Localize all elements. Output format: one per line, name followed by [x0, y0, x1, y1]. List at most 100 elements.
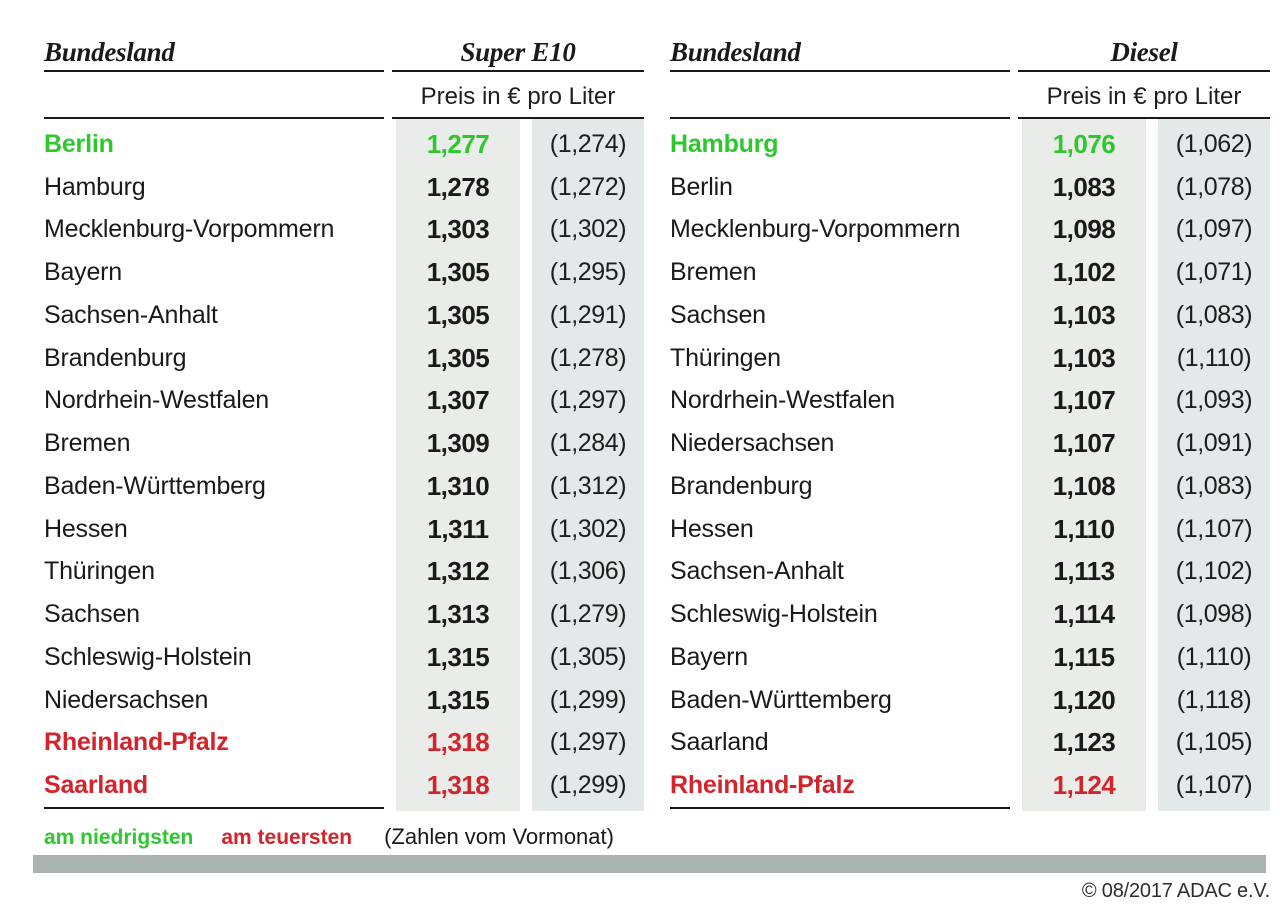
state-name: Nordrhein-Westfalen — [44, 386, 270, 415]
table-row: Niedersachsen 1,315 (1,299) — [44, 679, 644, 722]
current-price: 1,312 — [426, 556, 490, 587]
previous-month-price: (1,083) — [1175, 300, 1253, 329]
table-rows: Berlin 1,277 (1,274) Hamburg 1,278 (1,27… — [44, 119, 644, 811]
state-name: Berlin — [670, 172, 733, 201]
previous-month-price: (1,278) — [549, 343, 627, 372]
previous-month-price: (1,297) — [549, 728, 627, 757]
previous-month-price: (1,291) — [549, 300, 627, 329]
current-price: 1,318 — [426, 770, 490, 801]
table-row: Niedersachsen 1,107 (1,091) — [670, 422, 1270, 465]
current-price: 1,303 — [426, 214, 490, 245]
previous-month-price: (1,083) — [1175, 471, 1253, 500]
state-name: Baden-Württemberg — [670, 685, 892, 714]
table-row: Mecklenburg-Vorpommern 1,303 (1,302) — [44, 209, 644, 252]
state-name: Berlin — [44, 129, 114, 158]
table-bottom-rule — [44, 807, 384, 809]
table-row: Rheinland-Pfalz 1,124 (1,107) — [670, 764, 1270, 807]
price-unit-label: Preis in € pro Liter — [1046, 83, 1242, 110]
divider-bar — [33, 855, 1266, 873]
state-name: Hessen — [670, 514, 754, 543]
table-row: Saarland 1,318 (1,299) — [44, 764, 644, 807]
current-price: 1,313 — [426, 599, 490, 630]
current-price: 1,114 — [1053, 599, 1115, 630]
table-row: Mecklenburg-Vorpommern 1,098 (1,097) — [670, 209, 1270, 252]
current-price: 1,120 — [1052, 684, 1116, 715]
table-row: Baden-Württemberg 1,120 (1,118) — [670, 679, 1270, 722]
table-rows: Hamburg 1,076 (1,062) Berlin 1,083 (1,07… — [670, 119, 1270, 811]
current-price: 1,305 — [426, 299, 490, 330]
state-name: Rheinland-Pfalz — [44, 728, 229, 757]
state-name: Nordrhein-Westfalen — [670, 386, 896, 415]
price-column-shading — [1022, 119, 1146, 811]
price-unit-label: Preis in € pro Liter — [420, 83, 616, 110]
previous-month-price: (1,295) — [549, 258, 627, 287]
previous-month-price: (1,110) — [1176, 343, 1252, 372]
table-diesel: Bundesland Diesel Preis in € pro Liter H… — [670, 36, 1270, 811]
state-name: Sachsen-Anhalt — [44, 300, 218, 329]
previous-month-price: (1,107) — [1175, 771, 1253, 800]
previous-month-price: (1,305) — [549, 642, 627, 671]
copyright-credit: © 08/2017 ADAC e.V. — [1081, 880, 1270, 902]
state-name: Niedersachsen — [44, 685, 209, 714]
legend-note: (Zahlen vom Vormonat) — [384, 824, 614, 849]
table-row: Hessen 1,110 (1,107) — [670, 508, 1270, 551]
legend-lowest-label: am niedrigsten — [44, 826, 194, 849]
current-price: 1,098 — [1052, 214, 1116, 245]
previous-month-price: (1,062) — [1175, 129, 1253, 158]
table-super-e10: Bundesland Super E10 Preis in € pro Lite… — [44, 36, 644, 811]
unit-row: Preis in € pro Liter — [44, 72, 644, 115]
previous-month-price: (1,306) — [549, 557, 627, 586]
table-bottom-rule — [670, 807, 1010, 809]
state-name: Rheinland-Pfalz — [670, 771, 855, 800]
table-row: Berlin 1,083 (1,078) — [670, 166, 1270, 209]
current-price: 1,076 — [1052, 128, 1116, 159]
current-price: 1,107 — [1052, 385, 1116, 416]
table-row: Rheinland-Pfalz 1,318 (1,297) — [44, 722, 644, 765]
table-row: Nordrhein-Westfalen 1,307 (1,297) — [44, 380, 644, 423]
table-header: Bundesland Diesel — [670, 36, 1270, 68]
current-price: 1,311 — [427, 513, 489, 544]
table-row: Hessen 1,311 (1,302) — [44, 508, 644, 551]
previous-month-price: (1,102) — [1175, 557, 1253, 586]
previous-month-price: (1,078) — [1175, 172, 1253, 201]
fuel-type-header: Super E10 — [460, 37, 576, 67]
footer: © 08/2017 ADAC e.V. — [44, 880, 1270, 903]
previous-month-price: (1,097) — [1175, 215, 1253, 244]
current-price: 1,278 — [426, 171, 490, 202]
previous-month-price: (1,107) — [1175, 514, 1253, 543]
previous-month-price: (1,091) — [1175, 429, 1253, 458]
previous-month-price: (1,071) — [1175, 258, 1253, 287]
previous-month-price: (1,297) — [549, 386, 627, 415]
previous-month-price: (1,110) — [1176, 642, 1252, 671]
current-price: 1,110 — [1053, 513, 1115, 544]
previous-month-price: (1,302) — [549, 514, 627, 543]
current-price: 1,315 — [426, 684, 490, 715]
current-price: 1,315 — [426, 641, 490, 672]
table-row: Nordrhein-Westfalen 1,107 (1,093) — [670, 380, 1270, 423]
prev-price-column-shading — [1158, 119, 1270, 811]
current-price: 1,083 — [1052, 171, 1116, 202]
prev-price-column-shading — [532, 119, 644, 811]
current-price: 1,305 — [426, 342, 490, 373]
price-column-shading — [396, 119, 520, 811]
state-name: Mecklenburg-Vorpommern — [44, 215, 335, 244]
state-name: Bayern — [670, 642, 749, 671]
state-name: Bremen — [670, 258, 757, 287]
previous-month-price: (1,105) — [1175, 728, 1253, 757]
previous-month-price: (1,098) — [1175, 600, 1253, 629]
current-price: 1,309 — [426, 428, 490, 459]
table-row: Bayern 1,305 (1,295) — [44, 251, 644, 294]
current-price: 1,113 — [1053, 556, 1115, 587]
current-price: 1,123 — [1052, 727, 1116, 758]
current-price: 1,107 — [1052, 428, 1116, 459]
table-row: Saarland 1,123 (1,105) — [670, 722, 1270, 765]
state-name: Hamburg — [670, 129, 779, 158]
state-name: Hessen — [44, 514, 128, 543]
state-name: Sachsen — [670, 300, 766, 329]
state-name: Hamburg — [44, 172, 146, 201]
bundesland-header: Bundesland — [670, 37, 801, 67]
current-price: 1,103 — [1052, 342, 1116, 373]
previous-month-price: (1,279) — [549, 600, 627, 629]
subheader-rule — [44, 117, 644, 119]
